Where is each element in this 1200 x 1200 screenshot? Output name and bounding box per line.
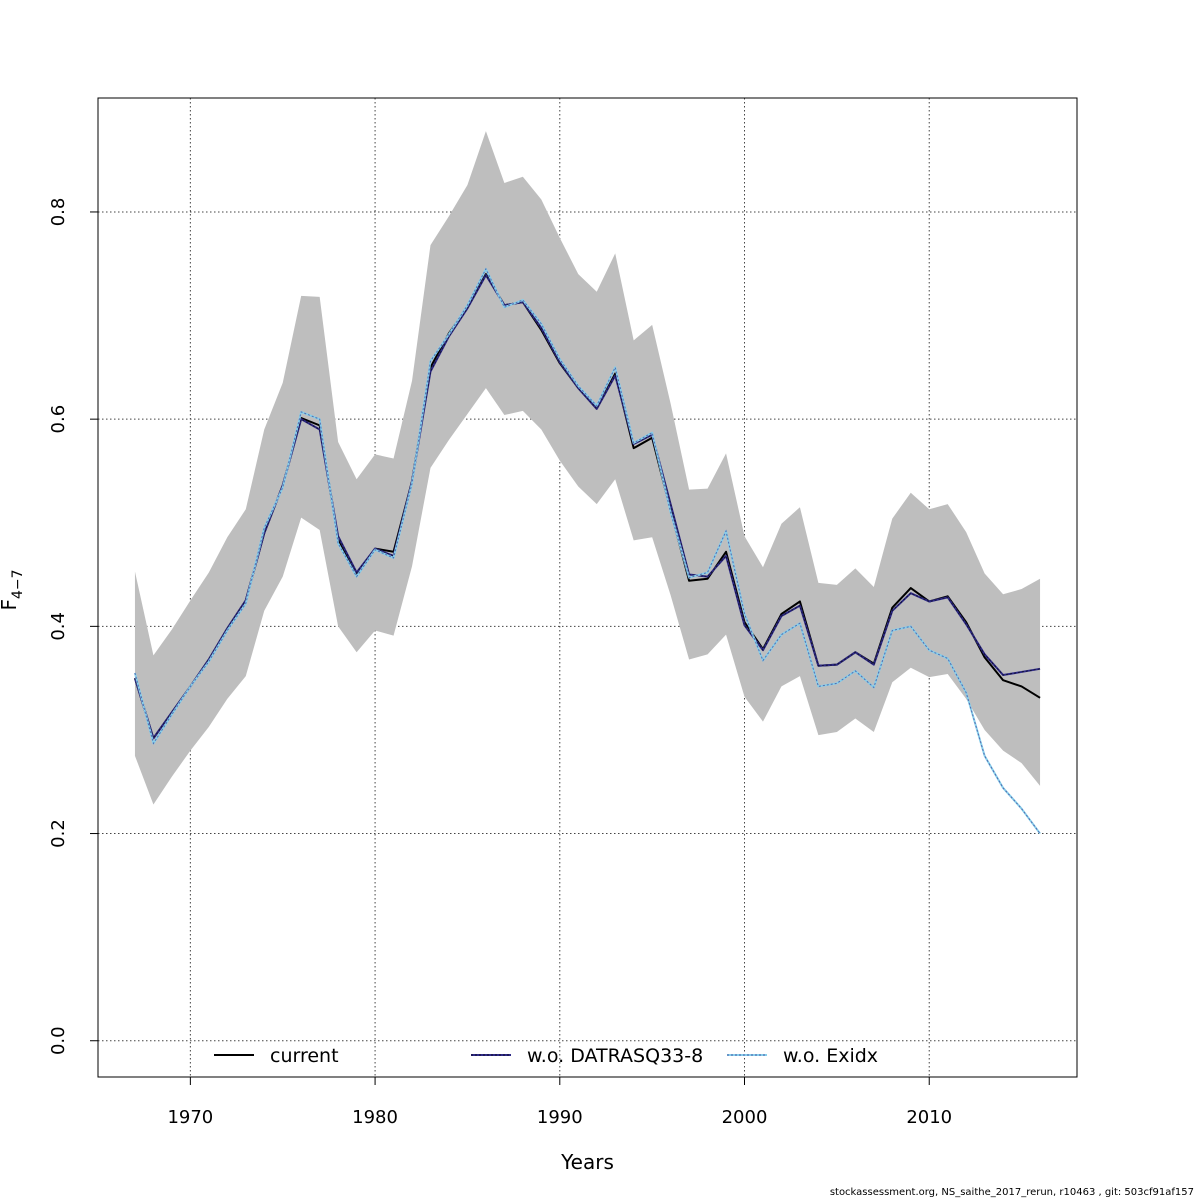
y-axis-title-main: F [0, 599, 21, 611]
plot-frame [97, 97, 1078, 1078]
x-tick-label-1: 1980 [352, 1107, 398, 1128]
x-axis-title: Years [560, 1150, 614, 1174]
y-tick-label-1: 0.2 [48, 819, 69, 848]
y-tick-label-4: 0.8 [48, 198, 69, 227]
legend: current w.o. DATRASQ33-8 w.o. Exidx [214, 1045, 878, 1067]
svg-text:F4−7: F4−7 [0, 569, 26, 610]
y-axis-title-sub: 4−7 [10, 569, 26, 599]
y-tick-label-0: 0.0 [48, 1026, 69, 1055]
legend-label-1: w.o. DATRASQ33-8 [527, 1045, 703, 1067]
series-layer [133, 267, 1041, 835]
x-tick-label-3: 2000 [722, 1107, 768, 1128]
x-tick-label-4: 2010 [906, 1107, 952, 1128]
legend-label-2: w.o. Exidx [783, 1045, 878, 1067]
legend-label-0: current [270, 1045, 339, 1067]
footer-credit: stockassessment.org, NS_saithe_2017_reru… [829, 1187, 1194, 1198]
series-line-2 [133, 267, 1041, 835]
y-axis-title: F4−7 [0, 569, 26, 610]
y-tick-label-3: 0.6 [48, 405, 69, 434]
y-tick-label-2: 0.4 [48, 612, 69, 641]
x-tick-label-0: 1970 [167, 1107, 213, 1128]
confidence-band [134, 131, 1041, 805]
x-axis: 1970 1980 1990 2000 2010 [167, 1077, 952, 1128]
x-tick-label-2: 1990 [537, 1107, 583, 1128]
band-layer [134, 131, 1041, 805]
y-axis: 0.0 0.2 0.4 0.6 0.8 [48, 198, 98, 1055]
